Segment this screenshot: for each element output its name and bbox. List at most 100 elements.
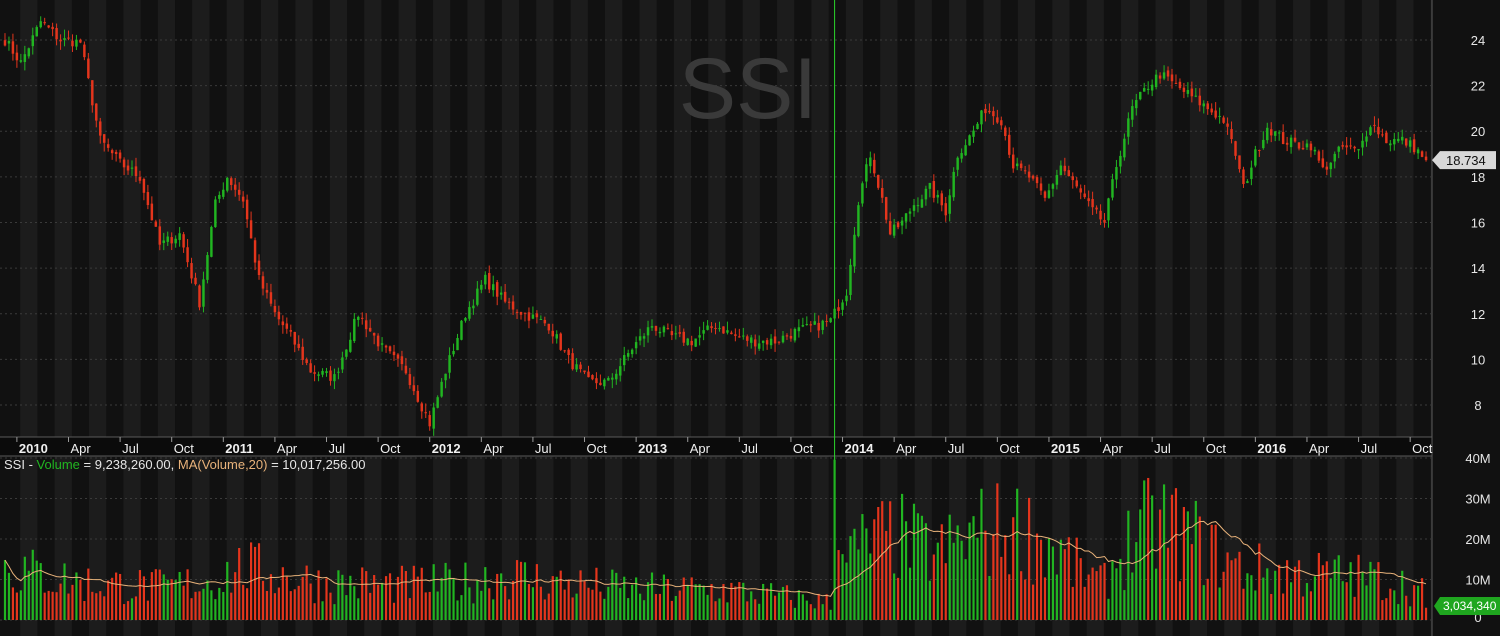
month-band: [1293, 0, 1311, 437]
candle-body: [1238, 155, 1241, 170]
candle-body: [519, 312, 523, 315]
candle-body: [793, 328, 797, 341]
volume-bar: [1000, 556, 1003, 620]
candle-body: [1400, 136, 1404, 141]
candle-body: [630, 349, 634, 355]
candle-body: [130, 167, 134, 169]
volume-bar: [1190, 544, 1193, 620]
volume-bar: [869, 553, 872, 620]
volume-bar: [523, 562, 527, 620]
volume-bar: [519, 561, 523, 620]
price-tick-label: 20: [1471, 124, 1485, 139]
date-tick-label: Oct: [793, 441, 814, 456]
legend-ma-label: MA(Volume,20): [178, 457, 268, 472]
volume-bar: [39, 563, 42, 620]
candle-body: [424, 412, 427, 414]
volume-bar: [1270, 593, 1273, 620]
volume-bar: [1162, 484, 1166, 620]
candle-body: [1361, 140, 1364, 148]
candle-body: [650, 326, 654, 328]
volume-bar: [690, 577, 693, 620]
candle-body: [603, 379, 606, 387]
volume-bar: [654, 594, 658, 620]
candle-body: [765, 340, 769, 345]
candle-body: [222, 189, 225, 197]
volume-bar: [492, 599, 495, 620]
volume-bar: [1151, 495, 1154, 620]
candle-body: [1063, 165, 1067, 172]
candle-body: [670, 331, 674, 336]
legend-volume-value: 9,238,260.00: [95, 457, 171, 472]
volume-bar: [111, 577, 114, 620]
volume-bar: [956, 525, 959, 620]
volume-bar: [1369, 561, 1372, 620]
candle-body: [106, 144, 110, 148]
candle-body: [237, 189, 241, 195]
candle-body: [1055, 175, 1059, 185]
candle-body: [583, 370, 586, 373]
volume-bar: [1166, 547, 1170, 620]
candle-body: [694, 338, 697, 347]
candle-body: [785, 335, 789, 337]
volume-bar: [416, 576, 419, 620]
candle-body: [809, 324, 813, 326]
volume-bar: [595, 567, 598, 620]
candle-body: [1277, 132, 1281, 134]
month-band: [811, 456, 829, 636]
volume-bar: [1043, 577, 1047, 620]
volume-bar: [484, 567, 487, 620]
volume-bar: [412, 565, 415, 620]
volume-bar: [674, 595, 677, 620]
date-tick-label: Apr: [896, 441, 917, 456]
candle-body: [1381, 134, 1384, 136]
candle-body: [821, 320, 824, 330]
volume-bar: [1075, 537, 1078, 620]
volume-bar: [214, 599, 217, 620]
candle-body: [1266, 127, 1269, 141]
volume-bar: [893, 573, 896, 620]
volume-bar: [777, 592, 781, 620]
candle-body: [452, 350, 455, 355]
candle-body: [1071, 176, 1074, 181]
candle-body: [563, 350, 566, 352]
volume-bar: [1008, 574, 1011, 620]
candle-body: [1250, 167, 1253, 179]
candle-body: [1107, 198, 1110, 221]
candle-body: [1103, 219, 1106, 223]
candle-body: [1369, 127, 1372, 135]
month-band: [1361, 0, 1380, 437]
candle-body: [265, 290, 269, 293]
volume-bar: [1424, 607, 1428, 620]
candle-body: [7, 40, 11, 44]
candle-body: [134, 166, 138, 176]
volume-bar: [162, 574, 165, 620]
volume-bar: [424, 592, 427, 620]
volume-bar: [789, 599, 793, 620]
volume-bar: [269, 574, 273, 620]
volume-bar: [1031, 584, 1035, 620]
volume-bar: [1393, 590, 1396, 620]
date-tick-label: Oct: [999, 441, 1020, 456]
month-band: [880, 0, 898, 437]
date-tick-label: 2012: [432, 441, 461, 456]
candle-body: [174, 238, 177, 244]
candle-body: [460, 320, 463, 340]
volume-bar: [1174, 488, 1178, 620]
volume-bar: [460, 595, 463, 620]
candle-body: [491, 284, 495, 291]
candle-body: [388, 346, 392, 352]
volume-bar: [301, 576, 304, 620]
volume-bar: [1230, 560, 1233, 620]
volume-bar: [285, 576, 288, 620]
candle-body: [15, 52, 19, 61]
volume-bar: [1226, 552, 1229, 620]
month-band: [192, 0, 210, 437]
candle-body: [753, 339, 757, 347]
candle-body: [992, 111, 995, 117]
volume-bar: [1103, 562, 1106, 620]
candle-body: [345, 349, 348, 357]
volume-bar: [1238, 551, 1241, 620]
candle-body: [622, 355, 626, 366]
price-tick-label: 18: [1471, 170, 1485, 185]
